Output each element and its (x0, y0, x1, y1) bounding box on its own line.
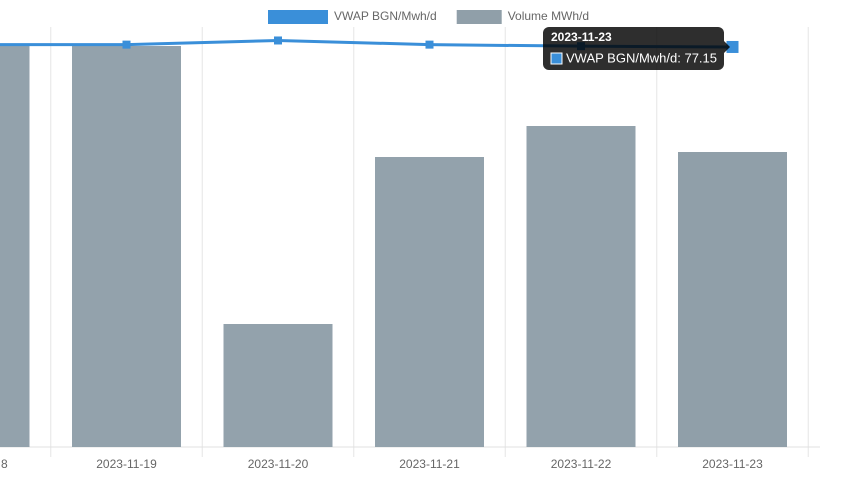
line-point[interactable] (726, 40, 739, 53)
bar[interactable] (72, 46, 181, 447)
line-point[interactable] (425, 40, 434, 49)
x-tick-label: 2023-11-23 (702, 457, 763, 471)
bar[interactable] (375, 157, 484, 447)
line-point[interactable] (274, 36, 282, 45)
bar[interactable] (678, 152, 787, 447)
bar[interactable] (526, 126, 636, 447)
tooltip-label: VWAP BGN/Mwh/d: 77.15 (566, 50, 717, 65)
tooltip: 2023-11-23 VWAP BGN/Mwh/d: 77.15 (543, 27, 730, 70)
legend-swatch[interactable] (456, 10, 502, 24)
x-tick-label: 8 (1, 457, 8, 471)
tooltip-box (543, 27, 724, 70)
bar[interactable] (0, 46, 30, 447)
tooltip-caret (724, 40, 730, 53)
tooltip-swatch (550, 52, 563, 65)
x-tick-label: 2023-11-21 (399, 457, 460, 471)
tooltip-title: 2023-11-23 (551, 30, 612, 44)
x-tick-label: 2023-11-22 (551, 457, 612, 471)
x-tick-label: 2023-11-20 (248, 457, 309, 471)
legend-label[interactable]: Volume MWh/d (508, 9, 589, 23)
legend-swatch[interactable] (268, 10, 328, 24)
line-point[interactable] (122, 40, 131, 49)
bar[interactable] (223, 324, 333, 447)
x-tick-label: 2023-11-19 (96, 457, 157, 471)
legend-label[interactable]: VWAP BGN/Mwh/d (334, 9, 437, 23)
